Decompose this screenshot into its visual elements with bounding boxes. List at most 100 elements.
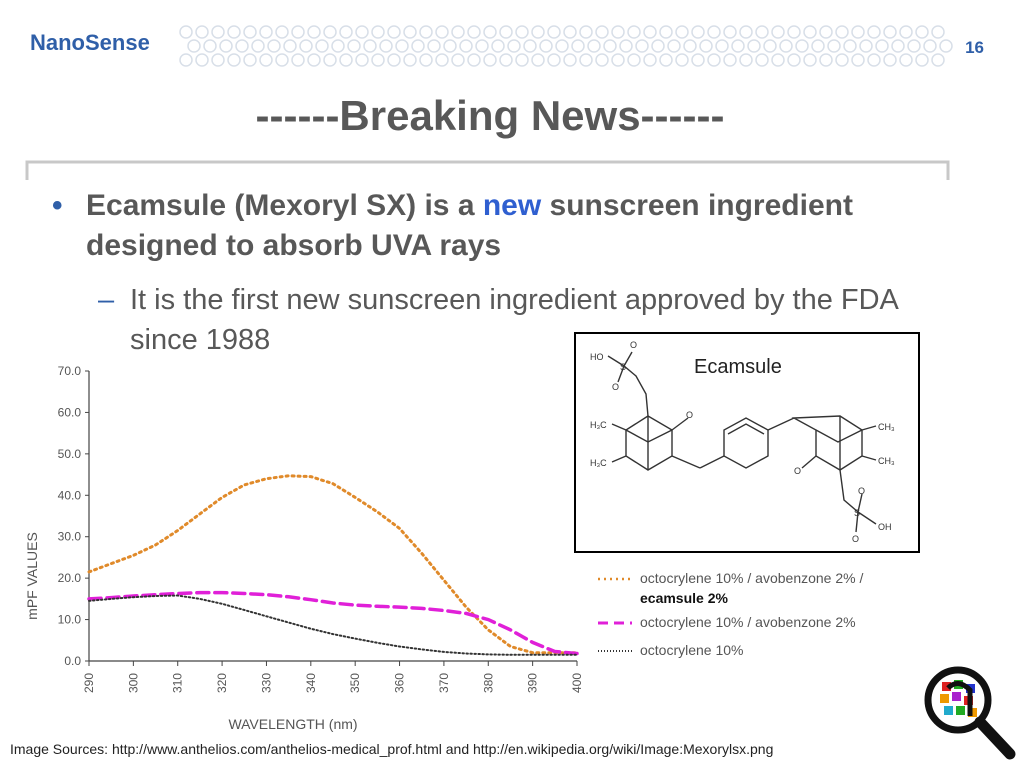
label-s-right: S xyxy=(854,508,860,518)
y-tick-label: 30.0 xyxy=(58,530,82,544)
bullet-text-part2: sunscreen ingredient designed to absorb … xyxy=(86,189,853,262)
decorative-dot xyxy=(235,39,249,53)
decorative-dot xyxy=(683,39,697,53)
x-tick-label: 290 xyxy=(82,673,96,693)
decorative-dot xyxy=(371,53,385,67)
decorative-dot xyxy=(891,39,905,53)
decorative-dot xyxy=(387,25,401,39)
decorative-dot xyxy=(571,39,585,53)
decorative-dot xyxy=(771,53,785,67)
decorative-dot xyxy=(883,25,897,39)
decorative-dot xyxy=(635,39,649,53)
decorative-dot xyxy=(603,39,617,53)
x-tick-label: 350 xyxy=(348,673,362,693)
decorative-dot xyxy=(227,25,241,39)
decorative-dot xyxy=(555,39,569,53)
decorative-dot xyxy=(723,53,737,67)
legend-label-octocrylene: octocrylene 10% xyxy=(640,642,744,658)
decorative-dot xyxy=(475,39,489,53)
decorative-dot xyxy=(507,39,521,53)
decorative-dot xyxy=(819,53,833,67)
decorative-dot xyxy=(923,39,937,53)
ecamsule-structure-image: Ecamsule HO S O xyxy=(574,332,920,553)
decorative-dot xyxy=(547,25,561,39)
label-h3c-top: H₃C xyxy=(590,420,607,430)
x-tick-label: 320 xyxy=(215,673,229,693)
label-o-right-top: O xyxy=(858,486,865,496)
decorative-dot xyxy=(851,53,865,67)
decorative-dot xyxy=(867,53,881,67)
sub-bullet-text: It is the first new sunscreen ingredient… xyxy=(130,284,898,356)
decorative-dot xyxy=(323,25,337,39)
decorative-dot xyxy=(531,53,545,67)
decorative-dot xyxy=(275,25,289,39)
decorative-dot xyxy=(259,53,273,67)
decorative-dot xyxy=(499,53,513,67)
decorative-dot xyxy=(187,39,201,53)
decorative-dot xyxy=(387,53,401,67)
decorative-dot xyxy=(363,39,377,53)
magnifier-logo-icon xyxy=(924,666,1016,760)
decorative-dot xyxy=(267,39,281,53)
decorative-dot xyxy=(395,39,409,53)
y-axis-title: mPF VALUES xyxy=(24,532,40,620)
decorative-dot xyxy=(611,53,625,67)
legend-label-avobenzone: octocrylene 10% / avobenzone 2% xyxy=(640,614,856,630)
page-number: 16 xyxy=(965,38,984,57)
decorative-dot xyxy=(515,25,529,39)
decorative-dot xyxy=(339,25,353,39)
label-o-left-top: O xyxy=(630,340,637,350)
decorative-dot xyxy=(931,25,945,39)
decorative-dot xyxy=(803,25,817,39)
label-o-ketone-right: O xyxy=(794,466,801,476)
legend-item-avobenzone: octocrylene 10% / avobenzone 2% xyxy=(598,614,898,642)
decorative-dot xyxy=(355,25,369,39)
dot-pattern-decoration xyxy=(179,25,953,67)
decorative-dot xyxy=(619,39,633,53)
decorative-dot xyxy=(595,53,609,67)
molecule-title: Ecamsule xyxy=(694,356,782,378)
legend-label-ecamsule-line2: ecamsule 2% xyxy=(640,590,728,606)
label-o-left-bot: O xyxy=(612,382,619,392)
decorative-dot xyxy=(787,25,801,39)
x-axis-title: WAVELENGTH (nm) xyxy=(228,716,357,732)
decorative-dot xyxy=(339,53,353,67)
decorative-dot xyxy=(499,25,513,39)
decorative-dot xyxy=(211,25,225,39)
label-o-ketone-left: O xyxy=(686,410,693,420)
decorative-dot xyxy=(899,53,913,67)
legend-swatch-ecamsule xyxy=(598,577,632,581)
decorative-dot xyxy=(675,53,689,67)
decorative-dot xyxy=(723,25,737,39)
decorative-dot xyxy=(795,39,809,53)
decorative-dot xyxy=(835,25,849,39)
decorative-dot xyxy=(243,53,257,67)
decorative-dot xyxy=(875,39,889,53)
decorative-dot xyxy=(755,53,769,67)
decorative-dot xyxy=(355,53,369,67)
label-ch3-top: CH₃ xyxy=(878,422,895,432)
decorative-dot xyxy=(275,53,289,67)
x-tick-label: 400 xyxy=(570,673,584,693)
decorative-dot xyxy=(843,39,857,53)
decorative-dot xyxy=(211,53,225,67)
decorative-dot xyxy=(691,25,705,39)
decorative-dot xyxy=(659,25,673,39)
x-tick-label: 360 xyxy=(393,673,407,693)
decorative-dot xyxy=(731,39,745,53)
decorative-dot xyxy=(179,25,193,39)
decorative-dot xyxy=(763,39,777,53)
label-oh: OH xyxy=(878,522,892,532)
x-tick-label: 310 xyxy=(171,673,185,693)
x-tick-label: 330 xyxy=(259,673,273,693)
decorative-dot xyxy=(435,25,449,39)
slide-title: ------Breaking News------ xyxy=(255,92,725,139)
decorative-dot xyxy=(547,53,561,67)
bullet-marker: • xyxy=(52,189,63,222)
decorative-dot xyxy=(627,53,641,67)
decorative-dot xyxy=(627,25,641,39)
decorative-dot xyxy=(323,53,337,67)
title-divider xyxy=(25,160,950,180)
decorative-dot xyxy=(531,25,545,39)
y-tick-label: 60.0 xyxy=(58,405,82,419)
